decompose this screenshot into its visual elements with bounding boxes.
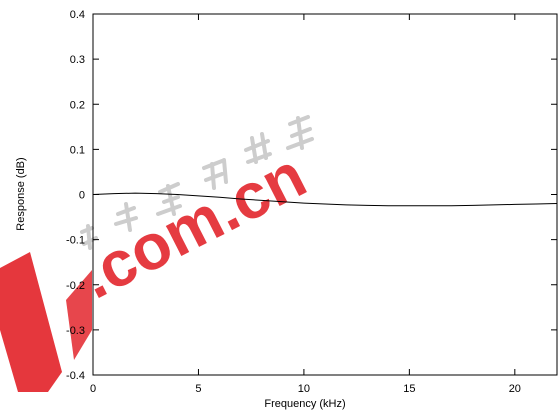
watermark-logo-accent [66,270,92,360]
y-tick-label: -0.4 [66,370,85,382]
y-tick-label: 0.4 [70,9,85,21]
watermark-logo [0,252,62,392]
x-tick-label: 0 [90,383,96,395]
watermark: .com.cn [0,115,317,392]
y-axis-label: Response (dB) [15,157,27,230]
y-tick-label: -0.3 [66,325,85,337]
y-tick-label: 0.3 [70,54,85,66]
y-tick-label: 0.1 [70,144,85,156]
series-line [92,192,558,207]
x-tick-label: 10 [298,383,310,395]
x-tick-label: 15 [403,383,415,395]
watermark-cn-glyphs [80,115,314,250]
watermark-domain-text: .com.cn [69,139,317,313]
series-group [92,192,558,207]
y-tick-label: -0.1 [66,235,85,247]
tick-labels: 0.4 0.3 0.2 0.1 0 -0.1 -0.2 -0.3 -0.4 0 5 10 15 20 [66,9,521,395]
y-tick-label: 0.2 [70,99,85,111]
x-axis-label: Frequency (kHz) [264,398,345,410]
x-tick-label: 5 [195,383,201,395]
x-tick-label: 20 [509,383,521,395]
y-tick-label: -0.2 [66,280,85,292]
plot-frame [92,13,558,376]
tick-marks [92,13,557,376]
y-tick-label: 0 [79,190,85,202]
